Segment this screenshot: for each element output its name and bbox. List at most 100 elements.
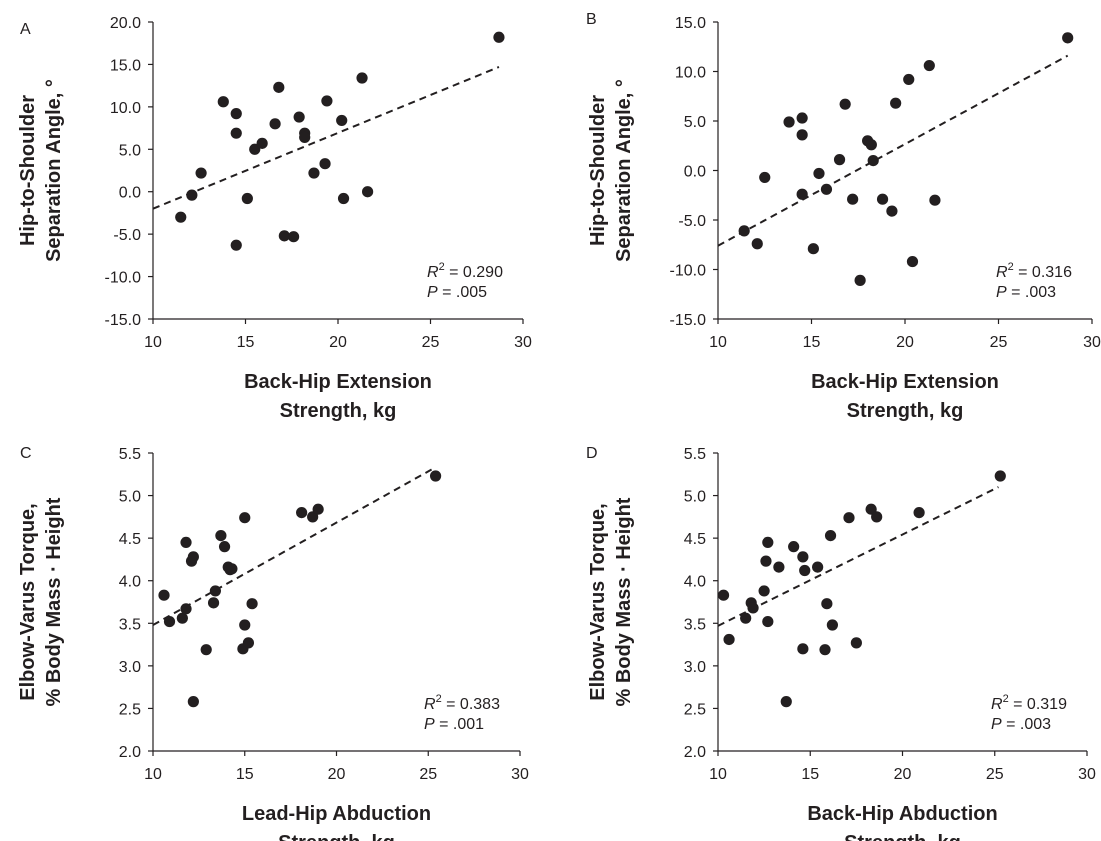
data-point <box>207 597 220 609</box>
y-axis-label: % Body Mass · Height <box>613 497 635 706</box>
y-tick-label: 0.0 <box>684 164 706 181</box>
y-tick-label: 2.5 <box>119 701 141 718</box>
r-squared-value: 0.290 <box>463 264 503 281</box>
data-point <box>913 506 925 519</box>
data-point <box>760 555 772 567</box>
data-point <box>788 541 800 553</box>
data-point <box>758 585 770 597</box>
p-symbol: P <box>427 284 438 301</box>
data-point <box>813 167 825 180</box>
data-point <box>209 585 221 597</box>
data-point <box>241 192 253 205</box>
x-tick-label: 10 <box>144 334 162 351</box>
data-point <box>175 211 187 223</box>
data-point <box>812 561 824 573</box>
y-tick-label: 4.5 <box>119 531 141 548</box>
x-tick-label: 10 <box>144 766 162 783</box>
data-point <box>288 231 300 243</box>
y-tick-label: 4.5 <box>684 531 706 548</box>
p-value: .005 <box>456 284 487 301</box>
data-point <box>843 512 855 524</box>
y-tick-label: -10.0 <box>105 270 142 287</box>
data-point <box>867 155 879 167</box>
data-point <box>230 239 242 251</box>
r-squared-symbol: R <box>427 264 439 281</box>
x-tick-label: 20 <box>329 334 347 351</box>
y-tick-label: 5.0 <box>684 489 706 506</box>
data-point <box>200 644 212 656</box>
data-point <box>839 98 851 110</box>
panel-letter: B <box>586 11 597 28</box>
p-symbol: P <box>424 716 435 733</box>
y-axis-label: Elbow-Varus Torque, <box>17 503 39 700</box>
data-point <box>336 114 348 127</box>
panel-letter: A <box>20 21 31 38</box>
data-point <box>278 230 290 242</box>
data-point <box>187 696 199 708</box>
data-point <box>783 116 795 128</box>
data-point <box>738 225 750 237</box>
data-point <box>429 470 442 482</box>
p-symbol: P <box>991 716 1002 733</box>
panel-letter: C <box>20 445 32 462</box>
y-tick-label: 2.5 <box>684 701 706 718</box>
x-tick-label: 30 <box>1083 334 1101 351</box>
x-tick-label: 30 <box>514 334 532 351</box>
data-point <box>226 563 238 575</box>
data-point <box>821 598 833 610</box>
data-point <box>865 139 877 151</box>
r-squared-symbol: R <box>996 264 1008 281</box>
data-point <box>180 603 192 615</box>
x-axis-label: Back-Hip Extension <box>811 371 999 393</box>
data-point <box>242 637 255 649</box>
data-point <box>293 111 305 123</box>
data-point <box>218 541 231 553</box>
data-point <box>217 96 229 108</box>
data-point <box>994 470 1006 482</box>
r-squared-value: 0.383 <box>460 696 500 713</box>
data-point <box>256 137 268 149</box>
y-tick-label: -15.0 <box>670 312 707 329</box>
trendline <box>717 54 1069 247</box>
r-squared-symbol: R <box>991 696 1003 713</box>
data-point <box>886 205 898 217</box>
r-squared-value: 0.319 <box>1027 696 1067 713</box>
x-tick-label: 20 <box>896 334 914 351</box>
y-tick-label: 15.0 <box>110 57 141 74</box>
data-point <box>493 31 505 43</box>
data-point <box>747 602 759 614</box>
y-tick-label: 10.0 <box>675 65 706 82</box>
trendline <box>717 486 999 627</box>
y-tick-label: -5.0 <box>113 227 141 244</box>
y-tick-label: 5.0 <box>684 114 706 131</box>
panel-letter: D <box>586 445 598 462</box>
x-tick-label: 25 <box>422 334 440 351</box>
y-tick-label: 20.0 <box>110 15 141 32</box>
y-tick-label: 3.5 <box>119 616 141 633</box>
x-axis-label: Strength, kg <box>278 832 395 841</box>
p-value-annotation: P = .001 <box>424 716 484 733</box>
panel-a-scatter: A -15.0 -10.0 -5.0 0.0 5.0 10.0 15.0 20.0 10 15 20 2… <box>17 15 532 422</box>
p-value: .003 <box>1025 284 1056 301</box>
data-point <box>230 127 242 139</box>
data-point <box>890 97 902 109</box>
r-squared-annotation: R2 = 0.316 <box>996 261 1072 281</box>
data-point <box>321 95 333 107</box>
data-point <box>319 158 331 170</box>
panel-b-scatter: B -15.0 -10.0 -5.0 0.0 5.0 10.0 15.0 10 15 20 25 30 B… <box>586 11 1101 422</box>
y-tick-label: -15.0 <box>105 312 142 329</box>
y-tick-label: 2.0 <box>119 744 141 761</box>
y-tick-label: 3.0 <box>684 659 706 676</box>
x-tick-label: 25 <box>419 766 437 783</box>
x-tick-label: 15 <box>803 334 821 351</box>
x-tick-label: 25 <box>986 766 1004 783</box>
p-value-annotation: P = .003 <box>991 716 1051 733</box>
r-squared-annotation: R2 = 0.319 <box>991 693 1067 713</box>
x-axis-label: Back-Hip Extension <box>244 371 432 393</box>
x-tick-label: 15 <box>801 766 819 783</box>
y-tick-label: 10.0 <box>110 100 141 117</box>
r-squared-annotation: R2 = 0.383 <box>424 693 500 713</box>
y-tick-label: 0.0 <box>119 185 141 202</box>
data-point <box>799 564 811 577</box>
y-tick-label: 15.0 <box>675 15 706 32</box>
